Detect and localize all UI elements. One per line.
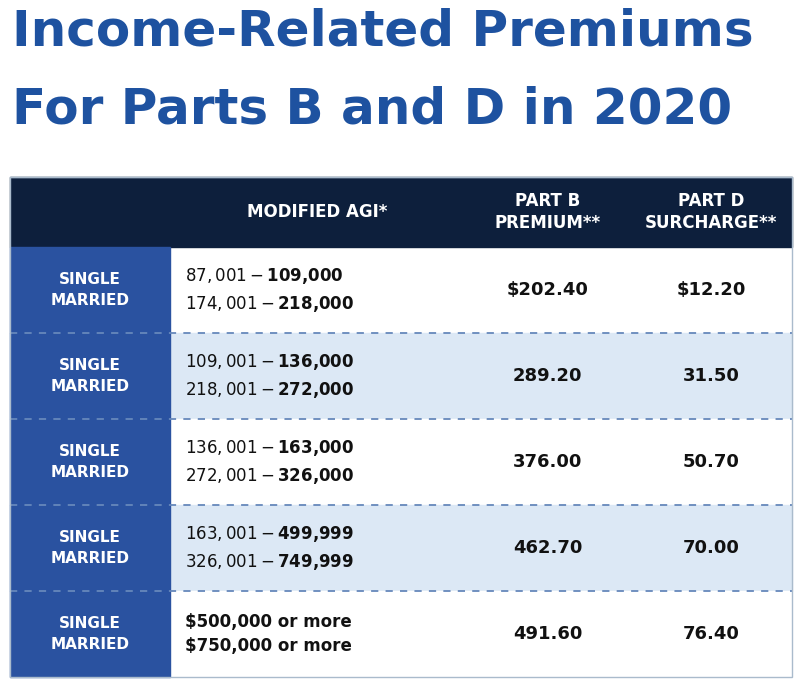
Text: For Parts B and D in 2020: For Parts B and D in 2020	[12, 86, 732, 134]
Bar	[10, 177, 792, 247]
Bar	[10, 505, 170, 591]
Text: $500,000 or more
$750,000 or more: $500,000 or more $750,000 or more	[185, 613, 352, 655]
Text: $163,001-$499,999
$326,001-$749,999: $163,001-$499,999 $326,001-$749,999	[185, 524, 354, 572]
Bar	[10, 419, 792, 505]
Text: 376.00: 376.00	[513, 453, 582, 471]
Text: $12.20: $12.20	[676, 281, 746, 299]
Text: SINGLE
MARRIED: SINGLE MARRIED	[50, 530, 130, 566]
Bar	[10, 247, 170, 333]
Bar	[10, 591, 170, 677]
Text: 70.00: 70.00	[682, 539, 739, 557]
Text: MODIFIED AGI*: MODIFIED AGI*	[247, 203, 388, 221]
Text: 491.60: 491.60	[513, 625, 582, 643]
Text: $109,001-$136,000
$218,001-$272,000: $109,001-$136,000 $218,001-$272,000	[185, 352, 354, 400]
Text: $136,001-$163,000
$272,001-$326,000: $136,001-$163,000 $272,001-$326,000	[185, 438, 354, 486]
Text: SINGLE
MARRIED: SINGLE MARRIED	[50, 616, 130, 652]
Text: 50.70: 50.70	[682, 453, 739, 471]
Bar	[10, 177, 792, 677]
Text: PART D
SURCHARGE**: PART D SURCHARGE**	[645, 192, 777, 232]
Text: SINGLE
MARRIED: SINGLE MARRIED	[50, 444, 130, 480]
Bar	[10, 505, 792, 591]
Text: $87,001-$109,000
$174,001-$218,000: $87,001-$109,000 $174,001-$218,000	[185, 267, 354, 314]
Text: 462.70: 462.70	[513, 539, 582, 557]
Text: $202.40: $202.40	[506, 281, 589, 299]
Text: Income-Related Premiums: Income-Related Premiums	[12, 8, 754, 56]
Text: 31.50: 31.50	[682, 367, 739, 385]
Text: SINGLE
MARRIED: SINGLE MARRIED	[50, 272, 130, 308]
Bar	[10, 333, 170, 419]
Text: PART B
PREMIUM**: PART B PREMIUM**	[494, 192, 601, 232]
Bar	[10, 591, 792, 677]
Bar	[10, 247, 792, 333]
Text: 289.20: 289.20	[513, 367, 582, 385]
Text: 76.40: 76.40	[682, 625, 739, 643]
Text: SINGLE
MARRIED: SINGLE MARRIED	[50, 358, 130, 394]
Bar	[10, 419, 170, 505]
Bar	[10, 333, 792, 419]
